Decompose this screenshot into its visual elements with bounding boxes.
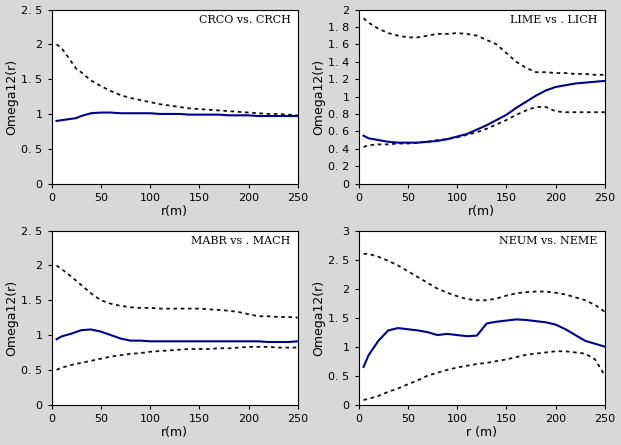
Y-axis label: Omega12(r): Omega12(r) [6, 279, 19, 356]
X-axis label: r(m): r(m) [161, 426, 188, 440]
Text: NEUM vs. NEME: NEUM vs. NEME [499, 236, 597, 246]
X-axis label: r (m): r (m) [466, 426, 497, 440]
Text: LIME vs . LICH: LIME vs . LICH [510, 15, 597, 25]
Y-axis label: Omega12(r): Omega12(r) [312, 279, 325, 356]
Text: CRCO vs. CRCH: CRCO vs. CRCH [199, 15, 291, 25]
X-axis label: r(m): r(m) [468, 205, 496, 218]
Text: MABR vs . MACH: MABR vs . MACH [191, 236, 291, 246]
X-axis label: r(m): r(m) [161, 205, 188, 218]
Y-axis label: Omega12(r): Omega12(r) [312, 58, 325, 134]
Y-axis label: Omega12(r): Omega12(r) [6, 58, 19, 134]
